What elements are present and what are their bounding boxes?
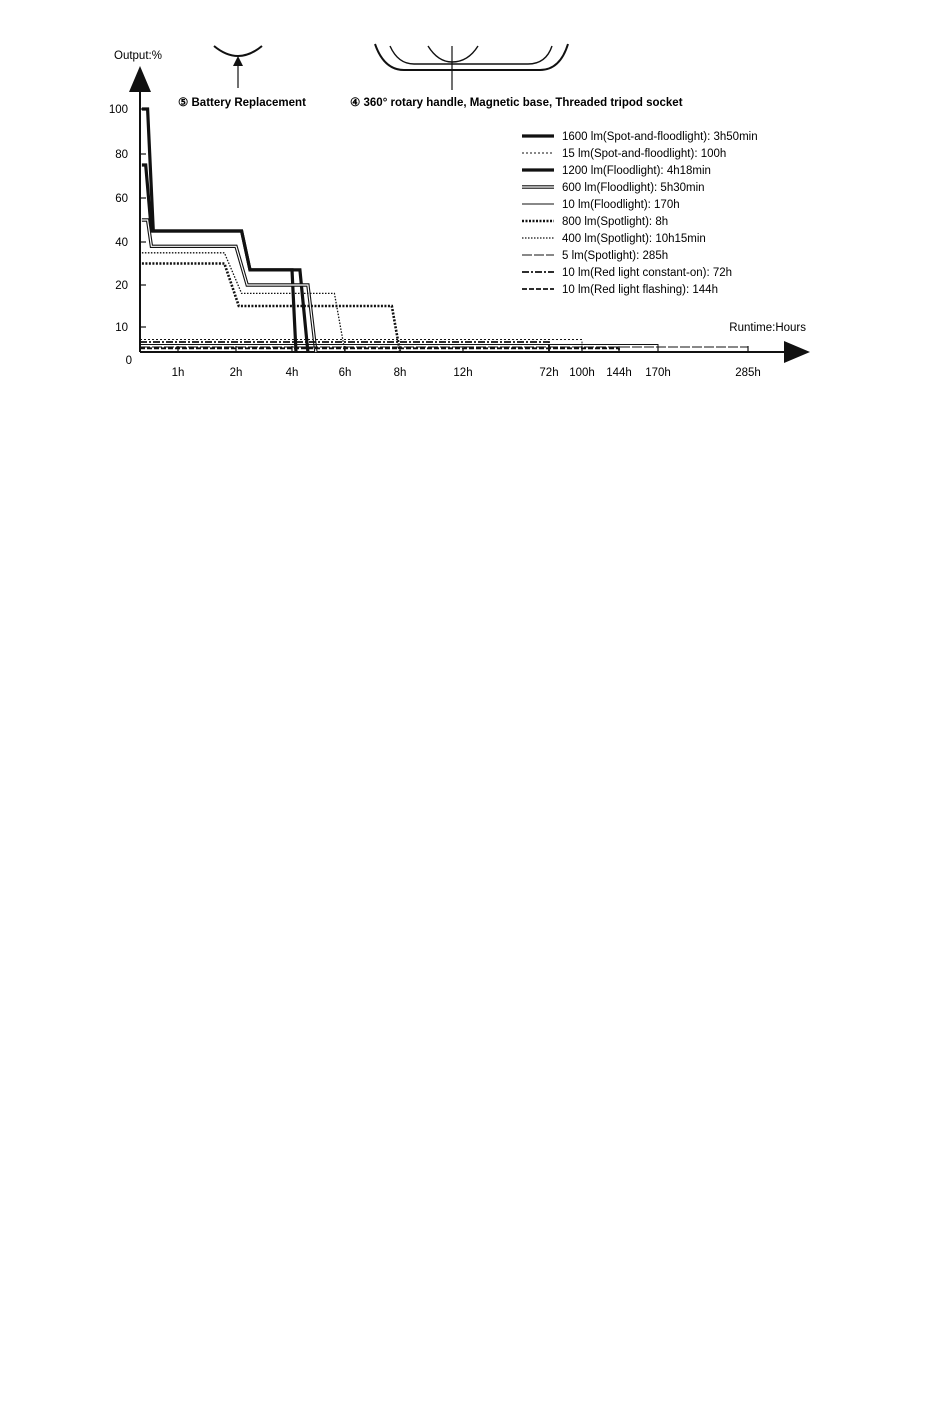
x-tick-label: 285h <box>735 367 761 379</box>
axes <box>129 66 810 363</box>
runtime-chart: ⑤ Battery Replacement ④ 360° rotary hand… <box>109 43 810 379</box>
handle-base-outline <box>374 43 569 71</box>
x-tick-label: 6h <box>339 367 352 379</box>
series-line <box>140 346 749 352</box>
battery-pointer-arrow-icon <box>233 56 243 66</box>
y-tick-label: 40 <box>115 237 128 249</box>
legend-label: 1200 lm(Floodlight): 4h18min <box>562 165 711 177</box>
handle-base-inner <box>389 45 553 65</box>
series-line <box>141 262 402 353</box>
series-line <box>140 341 550 352</box>
flashlight-illustration <box>213 43 569 90</box>
legend: 1600 lm(Spot-and-floodlight): 3h50min 15 … <box>522 131 758 296</box>
y-tick-label: 0 <box>126 355 132 367</box>
x-axis-arrow-icon <box>784 341 810 363</box>
series-line <box>141 252 346 353</box>
legend-label: 600 lm(Floodlight): 5h30min <box>562 182 705 194</box>
handle-callout: ④ 360° rotary handle, Magnetic base, Thr… <box>350 96 683 109</box>
battery-callout: ⑤ Battery Replacement <box>178 96 306 109</box>
x-tick-label: 2h <box>230 367 243 379</box>
legend-label: 10 lm(Floodlight): 170h <box>562 199 680 211</box>
legend-label: 5 lm(Spotlight): 285h <box>562 250 668 262</box>
battery-cap-arc <box>213 45 263 57</box>
y-tick-label: 20 <box>115 280 128 292</box>
legend-label: 800 lm(Spotlight): 8h <box>562 216 668 228</box>
y-axis-title: Output:% <box>114 50 162 62</box>
y-axis-arrow-icon <box>129 66 151 92</box>
legend-label: 15 lm(Spot-and-floodlight): 100h <box>562 148 726 160</box>
legend-label: 10 lm(Red light flashing): 144h <box>562 284 718 296</box>
x-tick-label: 144h <box>606 367 632 379</box>
x-tick-label: 4h <box>286 367 299 379</box>
x-tick-label: 170h <box>645 367 671 379</box>
series-line <box>140 347 620 352</box>
y-tick-label: 100 <box>109 104 128 116</box>
x-tick-label: 1h <box>172 367 185 379</box>
handle-socket <box>427 45 479 63</box>
x-tick-label: 100h <box>569 367 595 379</box>
y-tick-label: 60 <box>115 193 128 205</box>
series-line <box>140 344 659 352</box>
y-tick-label: 10 <box>115 322 128 334</box>
series-line <box>140 339 583 352</box>
x-axis-ticks: 1h 2h 4h 6h 8h 12h 72h 100h 144h 170h 285h <box>172 346 761 379</box>
legend-label: 10 lm(Red light constant-on): 72h <box>562 267 732 279</box>
x-axis-title: Runtime:Hours <box>729 322 806 334</box>
series-lines <box>140 107 749 353</box>
legend-label: 400 lm(Spotlight): 10h15min <box>562 233 706 245</box>
x-tick-label: 12h <box>453 367 472 379</box>
series-line <box>141 218 318 353</box>
x-tick-label: 8h <box>394 367 407 379</box>
x-tick-label: 72h <box>539 367 558 379</box>
series-line <box>141 219 317 353</box>
series-line <box>141 163 310 353</box>
legend-label: 1600 lm(Spot-and-floodlight): 3h50min <box>562 131 758 143</box>
y-tick-label: 80 <box>115 149 128 161</box>
